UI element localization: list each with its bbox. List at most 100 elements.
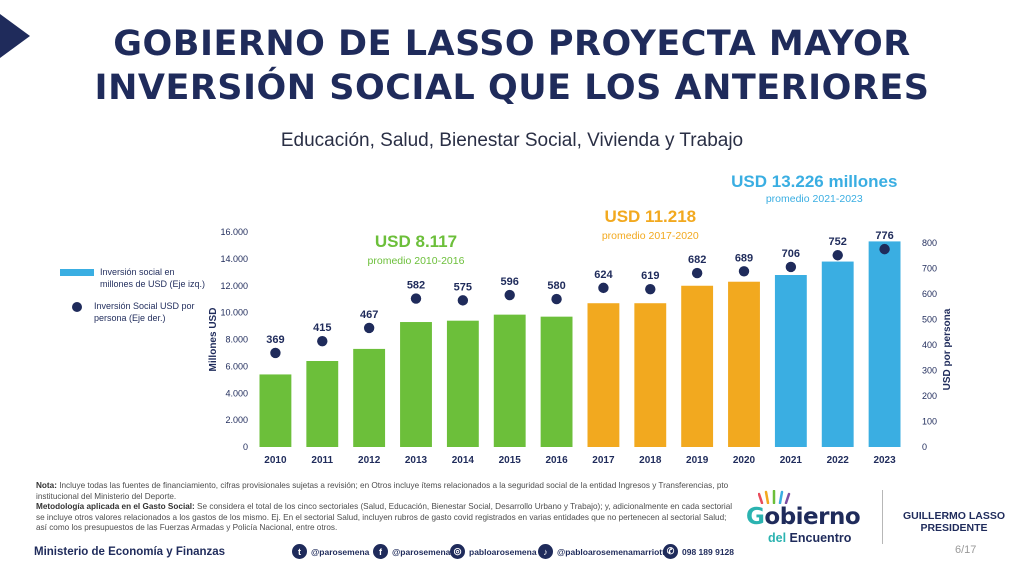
bar-2014 [446, 320, 479, 447]
dot-value-label-2020: 689 [735, 252, 753, 264]
dot-2014 [457, 295, 469, 306]
bar-2021 [774, 275, 807, 447]
dot-2019 [691, 267, 703, 279]
x-tick-label-2016: 2016 [545, 455, 568, 466]
social-whatsapp[interactable]: ✆ 098 189 9128 [663, 544, 734, 559]
dot-2010 [270, 347, 281, 359]
dot-2023 [879, 243, 890, 255]
y-left-tick-label: 0 [243, 442, 248, 452]
tiktok-icon: ♪ [538, 544, 553, 559]
twitter-icon: t [292, 544, 307, 559]
x-tick-label-2011: 2011 [311, 455, 333, 466]
x-tick-label-2020: 2020 [733, 455, 756, 466]
dot-2013 [410, 293, 422, 304]
dot-2020 [738, 266, 750, 277]
x-tick-label-2014: 2014 [452, 455, 475, 466]
investment-chart: 0 2.000 4.000 6.000 8.000 10.000 12.000 14.000 1… [208, 172, 953, 466]
logo-word-del: del [768, 531, 787, 545]
period-average-value: USD 13.226 millones [731, 172, 897, 191]
bar-2016 [540, 316, 573, 447]
social-twitter[interactable]: t @parosemena [292, 544, 369, 559]
y-right-tick-label: 500 [922, 315, 937, 325]
dot-2021 [785, 261, 797, 273]
legend-bar-swatch [60, 269, 94, 276]
legend-dot-label: Inversión Social USD por persona (Eje de… [94, 301, 195, 323]
legend-bar-label: Inversión social en millones de USD (Eje… [100, 267, 206, 289]
dot-value-label-2010: 369 [266, 334, 284, 346]
dot-value-label-2011: 415 [313, 322, 331, 334]
chart-legend: Inversión social en millones de USD (Eje… [60, 266, 210, 334]
legend-dot-swatch [72, 302, 82, 312]
period-average-value: USD 8.117 [375, 232, 457, 251]
dot-value-label-2022: 752 [829, 236, 847, 248]
page-subtitle: Educación, Salud, Bienestar Social, Vivi… [280, 130, 744, 151]
twitter-handle: @parosemena [311, 546, 370, 557]
x-tick-label-2017: 2017 [592, 455, 615, 466]
x-tick-label-2018: 2018 [639, 455, 662, 466]
ministry-name: Ministerio de Economía y Finanzas [34, 546, 226, 558]
bar-2011 [306, 361, 339, 447]
x-tick-label-2022: 2022 [827, 455, 850, 466]
logo-word-gobierno: Gobierno [746, 504, 861, 530]
whatsapp-icon: ✆ [663, 544, 678, 559]
facebook-handle: @parosemena [392, 546, 451, 557]
dot-value-label-2017: 624 [594, 269, 613, 281]
facebook-icon: f [373, 544, 388, 559]
y-right-tick-label: 800 [922, 238, 937, 248]
page-number: 6/17 [955, 544, 977, 556]
y-right-axis-title: USD por persona [942, 308, 953, 390]
tiktok-handle: @pabloarosemenamarriott [557, 546, 665, 557]
dot-2016 [551, 293, 562, 305]
page-title-line1: GOBIERNO DE LASSO PROYECTA MAYOR [113, 24, 911, 64]
x-tick-label-2015: 2015 [499, 455, 522, 466]
y-left-tick-label: 10.000 [220, 308, 248, 318]
methodology-label: Metodología aplicada en el Gasto Social: [36, 502, 195, 512]
dot-value-label-2021: 706 [782, 248, 800, 260]
bar-2015 [493, 314, 526, 447]
legend-item-bars: Inversión social en millones de USD (Eje… [60, 266, 210, 290]
dot-2015 [504, 289, 515, 301]
logo-word-encuentro: del Encuentro [768, 531, 851, 545]
dot-value-label-2012: 467 [360, 309, 378, 321]
logo-word-encuentro-text: Encuentro [789, 531, 852, 545]
y-left-tick-label: 8.000 [225, 335, 248, 345]
bar-2018 [634, 303, 667, 447]
bar-2019 [681, 285, 714, 447]
y-right-tick-label: 700 [922, 264, 937, 274]
dot-value-label-2015: 596 [501, 276, 519, 288]
y-right-tick-label: 0 [922, 442, 927, 452]
social-instagram[interactable]: ◎ pabloarosemena [450, 544, 537, 559]
note-label: Nota: [36, 481, 57, 490]
x-tick-label-2021: 2021 [780, 455, 803, 466]
period-average-value: USD 11.218 [604, 207, 696, 226]
dot-2022 [832, 250, 843, 261]
social-facebook[interactable]: f @parosemena [373, 544, 450, 559]
dot-value-label-2014: 575 [454, 281, 472, 293]
whatsapp-number: 098 189 9128 [682, 546, 734, 557]
y-left-tick-label: 16.000 [220, 227, 248, 237]
logo-word-gobierno-text: obierno [764, 504, 861, 530]
corner-arrow-icon [0, 14, 30, 58]
bar-2010 [259, 374, 292, 447]
dot-2012 [363, 322, 375, 334]
president-name: GUILLERMO LASSO [902, 510, 1006, 522]
y-right-tick-label: 200 [922, 391, 937, 401]
methodology-text: Se considera el total de los cinco secto… [36, 502, 733, 533]
dot-value-label-2018: 619 [641, 270, 659, 282]
note-paragraph: Nota: Incluye todas las fuentes de finan… [36, 481, 736, 502]
y-left-tick-label: 2.000 [225, 415, 248, 425]
dot-2011 [317, 335, 328, 347]
bar-2020 [728, 281, 760, 447]
period-average-label: promedio 2017-2020 [602, 230, 699, 242]
dot-2017 [598, 282, 609, 294]
bar-2012 [353, 348, 386, 447]
bar-2022 [821, 261, 854, 447]
x-tick-label-2023: 2023 [873, 455, 896, 466]
bar-2023 [868, 241, 901, 447]
gobierno-del-encuentro-logo: Gobierno del Encuentro [746, 490, 876, 550]
period-average-label: promedio 2021-2023 [766, 193, 863, 205]
y-left-tick-label: 4.000 [225, 388, 248, 398]
social-tiktok[interactable]: ♪ @pabloarosemenamarriott [538, 544, 665, 559]
dot-value-label-2016: 580 [547, 280, 565, 292]
bar-2017 [587, 303, 620, 447]
